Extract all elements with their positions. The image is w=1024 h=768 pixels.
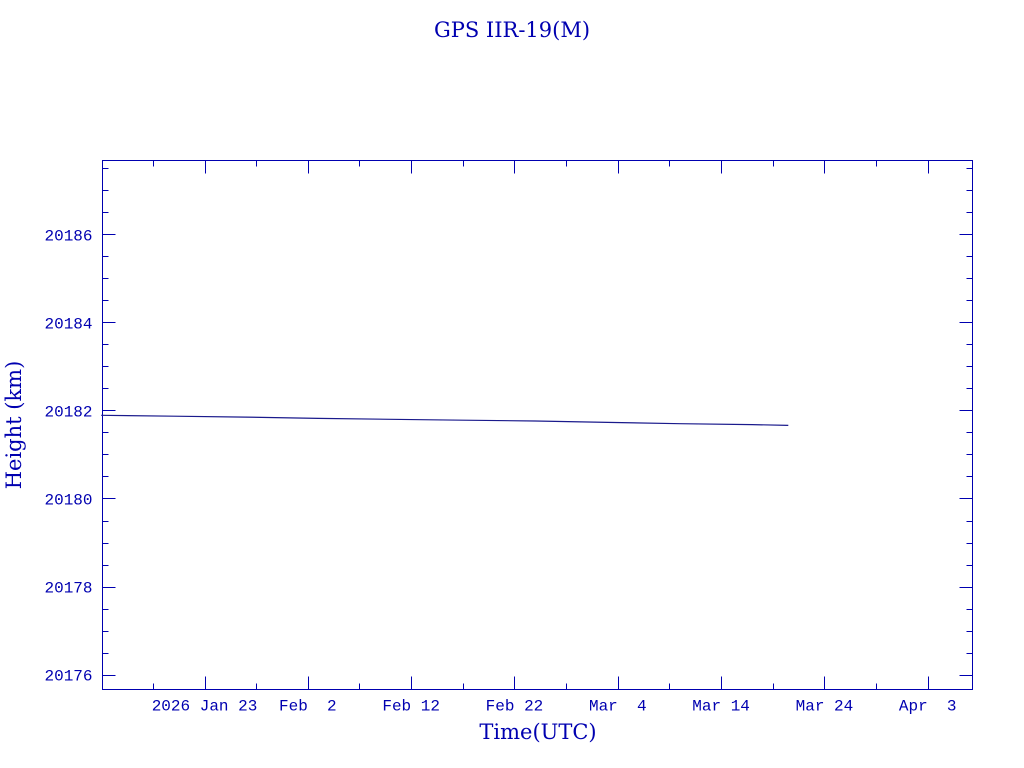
x-tick-label: Apr 3 [899, 698, 957, 716]
y-tick-label: 20184 [44, 315, 92, 333]
y-tick-label: 20180 [44, 491, 92, 509]
plot-frame [102, 160, 973, 690]
height-series-line [101, 414, 789, 426]
x-tick-label: Feb 22 [486, 698, 544, 716]
x-tick-label: Mar 24 [796, 698, 854, 716]
y-tick-label: 20178 [44, 580, 92, 598]
x-tick-label: Feb 12 [382, 698, 440, 716]
x-tick-label: 2026 Jan 23 [152, 698, 258, 716]
y-tick-label: 20186 [44, 227, 92, 245]
y-tick-label: 20182 [44, 403, 92, 421]
chart-title: GPS IIR-19(M) [434, 18, 590, 42]
x-tick-label: Mar 14 [692, 698, 750, 716]
x-tick-label: Feb 2 [279, 698, 337, 716]
x-axis-label: Time(UTC) [479, 720, 596, 744]
y-axis-label: Height (km) [2, 361, 26, 490]
y-tick-label: 20176 [44, 668, 92, 686]
x-tick-label: Mar 4 [589, 698, 647, 716]
